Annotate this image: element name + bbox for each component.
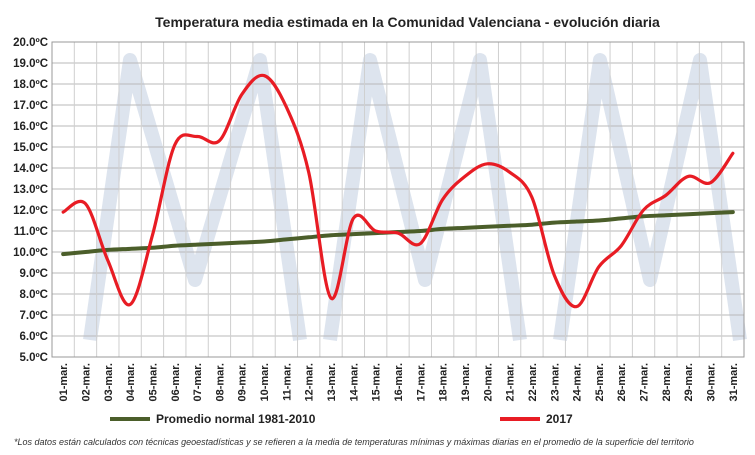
series-line-2017 [61,73,735,309]
y-tick-label: 9.0ºC [20,268,49,280]
legend-swatch-2017 [500,417,540,421]
footnote: *Los datos están calculados con técnicas… [14,437,694,447]
x-tick-label: 14-mar. [348,363,360,402]
y-tick-label: 20.0ºC [13,37,48,49]
watermark [83,53,747,341]
y-tick-label: 10.0ºC [13,247,48,259]
y-tick-label: 16.0ºC [13,121,48,133]
x-tick-label: 02-mar. [80,363,92,402]
y-tick-label: 13.0ºC [13,184,48,196]
x-tick-label: 24-mar. [572,363,584,402]
x-tick-label: 08-mar. [214,363,226,402]
x-tick-label: 01-mar. [58,363,70,402]
x-tick-label: 15-mar. [371,363,383,402]
y-tick-label: 7.0ºC [20,310,49,322]
plot-border [51,41,745,358]
x-tick-label: 23-mar. [549,363,561,402]
x-tick-label: 22-mar. [527,363,539,402]
x-tick-label: 30-mar. [706,363,718,402]
x-tick-label: 18-mar. [438,363,450,402]
legend-item-2017: 2017 [500,412,573,426]
x-tick-label: 09-mar. [237,363,249,402]
y-tick-label: 11.0ºC [14,226,48,238]
y-tick-label: 19.0ºC [13,58,48,70]
series-lines [61,73,735,309]
watermark-stroke [323,53,527,341]
x-tick-label: 12-mar. [304,363,316,402]
watermark-stroke [83,53,307,341]
chart-title: Temperatura media estimada en la Comunid… [155,14,660,30]
watermark-stroke [553,53,747,341]
y-tick-label: 17.0ºC [13,100,48,112]
x-tick-label: 31-mar. [728,363,740,402]
x-tick-label: 03-mar. [103,363,115,402]
x-tick-label: 26-mar. [616,363,628,402]
x-tick-label: 21-mar. [505,363,517,402]
legend-label-normal: Promedio normal 1981-2010 [156,412,316,426]
x-tick-label: 19-mar. [460,363,472,402]
y-tick-label: 5.0ºC [20,352,49,364]
x-tick-label: 06-mar. [170,363,182,402]
x-tick-label: 17-mar. [415,363,427,402]
y-tick-label: 6.0ºC [20,331,49,343]
x-tick-label: 29-mar. [683,363,695,402]
legend-swatch-normal [110,417,150,421]
x-tick-label: 05-mar. [147,363,159,402]
x-tick-label: 20-mar. [482,363,494,402]
y-tick-label: 15.0ºC [13,142,48,154]
legend-label-2017: 2017 [546,412,573,426]
x-tick-label: 28-mar. [661,363,673,402]
legend: Promedio normal 1981-2010 2017 [0,412,755,428]
x-tick-label: 13-mar. [326,363,338,402]
x-tick-label: 11-mar. [281,363,293,401]
y-tick-labels: 5.0ºC 6.0ºC 7.0ºC 8.0ºC 9.0ºC 10.0ºC 11.0ºC 12.… [13,37,48,364]
x-tick-labels: 01-mar. 02-mar. 03-mar. 04-mar. 05-mar. 06-ma… [58,363,740,402]
x-tick-label: 16-mar. [393,363,405,402]
x-tick-label: 10-mar. [259,363,271,402]
x-tick-label: 25-mar. [594,363,606,402]
grid-lines [51,41,745,358]
y-tick-label: 18.0ºC [13,79,48,91]
legend-item-normal: Promedio normal 1981-2010 [110,412,315,426]
y-tick-label: 14.0ºC [13,163,48,175]
x-tick-label: 07-mar. [192,363,204,402]
y-tick-label: 12.0ºC [13,205,48,217]
x-tick-label: 04-mar. [125,363,137,402]
x-tick-label: 27-mar. [639,363,651,402]
y-tick-label: 8.0ºC [20,289,49,301]
